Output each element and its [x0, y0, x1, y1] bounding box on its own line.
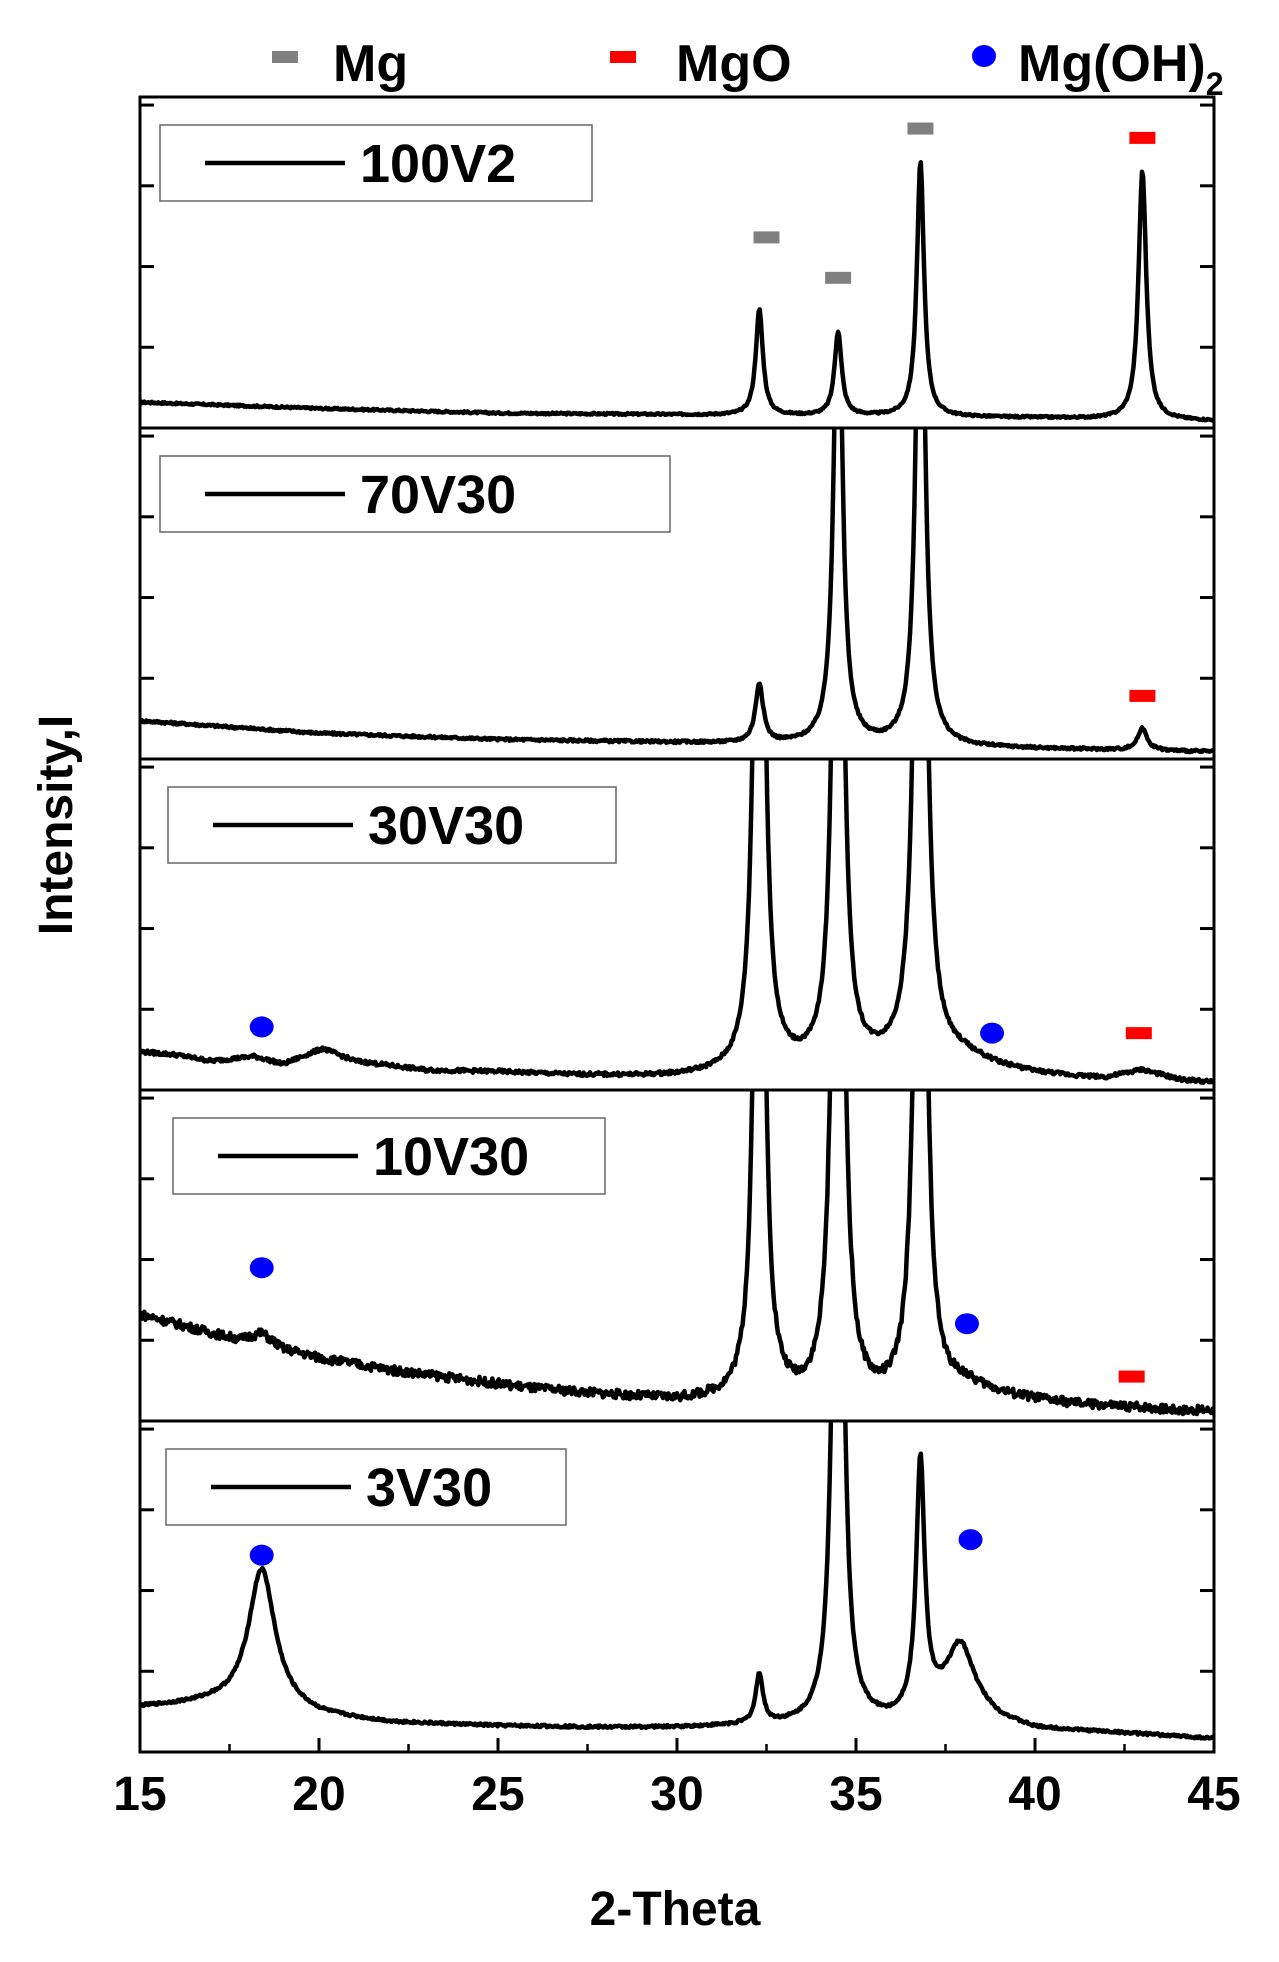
mgoh2-peak-marker [249, 1257, 274, 1279]
x-tick-label: 25 [471, 1768, 524, 1821]
x-tick-label: 40 [1008, 1768, 1061, 1821]
sample-label: 30V30 [368, 796, 524, 856]
mgoh2-peak-marker [954, 1313, 979, 1335]
x-tick-label: 15 [113, 1768, 166, 1821]
mg-peak-marker [907, 122, 934, 135]
mgoh2-legend-marker [972, 45, 996, 67]
mgoh2-peak-marker [249, 1544, 274, 1566]
series-line-30V30 [140, 759, 1214, 1085]
x-tick-label: 20 [292, 1768, 345, 1821]
x-axis-title: 2-Theta [590, 1883, 761, 1936]
legend-item-mg: Mg [272, 35, 408, 93]
x-tick-label: 35 [829, 1768, 882, 1821]
sample-legend: 70V30 [159, 455, 671, 533]
sample-legend: 30V30 [167, 786, 617, 864]
series-line-100V2 [140, 160, 1214, 423]
mgo-peak-marker [1129, 131, 1156, 144]
x-axis: 15 20 25 30 35 40 45 [113, 1738, 1241, 1821]
x-tick-label: 45 [1187, 1768, 1240, 1821]
series-line-3V30 [140, 1421, 1214, 1741]
legend-label: Mg [333, 35, 408, 93]
legend-label: Mg(OH)2 [1018, 35, 1224, 102]
mg-peak-marker [825, 271, 852, 284]
legend-subscript: 2 [1206, 66, 1224, 102]
sample-legend: 3V30 [165, 1448, 567, 1526]
y-axis-title: Intensity,I [30, 715, 83, 935]
legend-item-mgoh2: Mg(OH)2 [972, 35, 1224, 102]
mgoh2-peak-marker [980, 1022, 1005, 1044]
panel-30V30: 30V30 [138, 757, 1216, 1092]
sample-legend: 100V2 [159, 124, 593, 202]
panel-3V30: 3V30 [138, 1419, 1216, 1754]
legend-item-mgo: MgO [610, 35, 792, 93]
sample-label: 3V30 [366, 1458, 492, 1518]
panel-10V30: 10V30 [138, 1088, 1216, 1423]
mgo-legend-marker [610, 51, 636, 63]
sample-legend: 10V30 [172, 1117, 606, 1195]
series-line-10V30 [140, 1090, 1214, 1417]
chart-panels: 100V2 70V30 30V30 10V30 3V30 [138, 95, 1216, 1754]
mgoh2-peak-marker [249, 1016, 274, 1038]
sample-label: 70V30 [360, 465, 516, 525]
series-line-70V30 [140, 428, 1214, 755]
mg-peak-marker [753, 231, 780, 244]
mgo-peak-marker [1118, 1370, 1145, 1383]
panel-70V30: 70V30 [138, 426, 1216, 761]
sample-label: 100V2 [360, 134, 516, 194]
mg-legend-marker [272, 51, 298, 63]
mgo-peak-marker [1125, 1027, 1152, 1040]
legend-label: MgO [676, 35, 792, 93]
x-tick-label: 30 [650, 1768, 703, 1821]
panel-100V2: 100V2 [138, 95, 1216, 430]
mgoh2-peak-marker [958, 1529, 983, 1551]
phase-legend: Mg MgO Mg(OH)2 [272, 35, 1224, 102]
mgo-peak-marker [1129, 689, 1156, 702]
sample-label: 10V30 [373, 1127, 529, 1187]
